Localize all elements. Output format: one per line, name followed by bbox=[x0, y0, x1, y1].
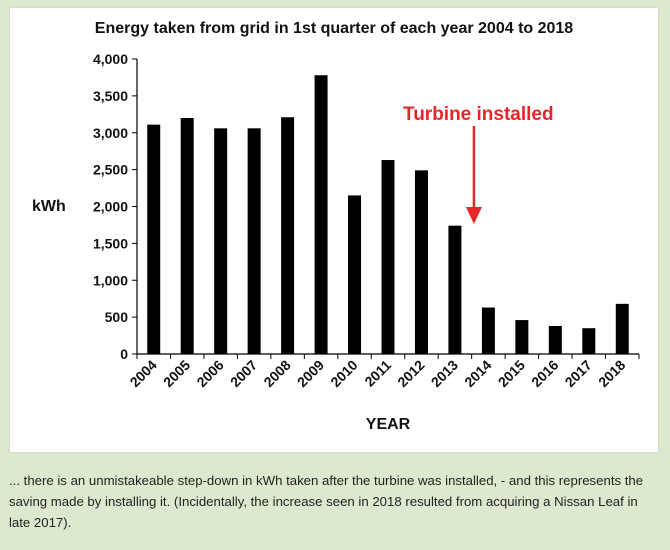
annotation-text: Turbine installed bbox=[403, 104, 554, 125]
x-tick-label: 2017 bbox=[562, 357, 595, 390]
annotation-arrow-head bbox=[465, 207, 482, 224]
bar-2008 bbox=[281, 117, 295, 354]
x-axis-title: YEAR bbox=[366, 416, 411, 433]
bar-2012 bbox=[414, 170, 428, 354]
chart-title: Energy taken from grid in 1st quarter of… bbox=[94, 20, 574, 37]
bar-2017 bbox=[582, 328, 596, 354]
x-tick-label: 2018 bbox=[595, 357, 628, 390]
x-tick-label: 2006 bbox=[193, 357, 226, 390]
y-tick-label: 3,500 bbox=[93, 88, 128, 104]
bar-2014 bbox=[481, 307, 495, 354]
bar-2004 bbox=[147, 124, 161, 354]
bar-2010 bbox=[348, 195, 362, 354]
y-axis-ticks: 0 500 1,000 1,500 2,000 2,500 3,000 3,500 4,000 bbox=[93, 51, 137, 362]
bar-chart: 05001,0001,5002,0002,5003,0003,5004,000 … bbox=[32, 51, 640, 433]
bar-2011 bbox=[381, 160, 395, 354]
bar-2016 bbox=[548, 325, 562, 354]
x-tick-label: 2004 bbox=[127, 357, 160, 390]
bars-group bbox=[147, 75, 629, 354]
annotation: Turbine installed bbox=[403, 104, 554, 224]
x-tick-label: 2015 bbox=[495, 357, 528, 390]
x-tick-label: 2010 bbox=[327, 357, 360, 390]
chart-card: Energy taken from grid in 1st quarter of… bbox=[10, 8, 658, 452]
bar-2018 bbox=[615, 303, 629, 354]
x-tick-label: 2014 bbox=[461, 357, 494, 390]
caption-text: ... there is an unmistakeable step-down … bbox=[9, 473, 644, 530]
x-tick-label: 2012 bbox=[394, 357, 427, 390]
x-tick-label: 2016 bbox=[528, 357, 561, 390]
x-tick-label: 2008 bbox=[260, 357, 293, 390]
y-tick-label: 1,000 bbox=[93, 272, 128, 288]
x-tick-label: 2007 bbox=[227, 357, 260, 390]
y-axis-title: kWh bbox=[32, 198, 66, 215]
bar-2009 bbox=[314, 75, 328, 354]
bar-2006 bbox=[214, 128, 228, 354]
x-axis-ticks: 2004 2005 2006 2007 2008 2009 2010 2011 2012 2013… bbox=[127, 354, 640, 390]
y-tick-label: 3,000 bbox=[93, 125, 128, 141]
bar-2007 bbox=[247, 128, 261, 354]
y-tick-label: 500 bbox=[105, 309, 129, 325]
bar-2005 bbox=[180, 118, 194, 354]
x-tick-label: 2013 bbox=[428, 357, 461, 390]
x-tick-label: 2009 bbox=[294, 357, 327, 390]
y-tick-label: 0 bbox=[120, 346, 128, 362]
x-tick-label: 2005 bbox=[160, 357, 193, 390]
y-tick-label: 2,500 bbox=[93, 162, 128, 178]
bar-2013 bbox=[448, 225, 462, 354]
y-tick-label: 4,000 bbox=[93, 51, 128, 67]
x-tick-label: 2011 bbox=[361, 357, 394, 390]
y-tick-label: 2,000 bbox=[93, 199, 128, 215]
y-tick-label: 1,500 bbox=[93, 235, 128, 251]
bar-2015 bbox=[515, 320, 529, 354]
